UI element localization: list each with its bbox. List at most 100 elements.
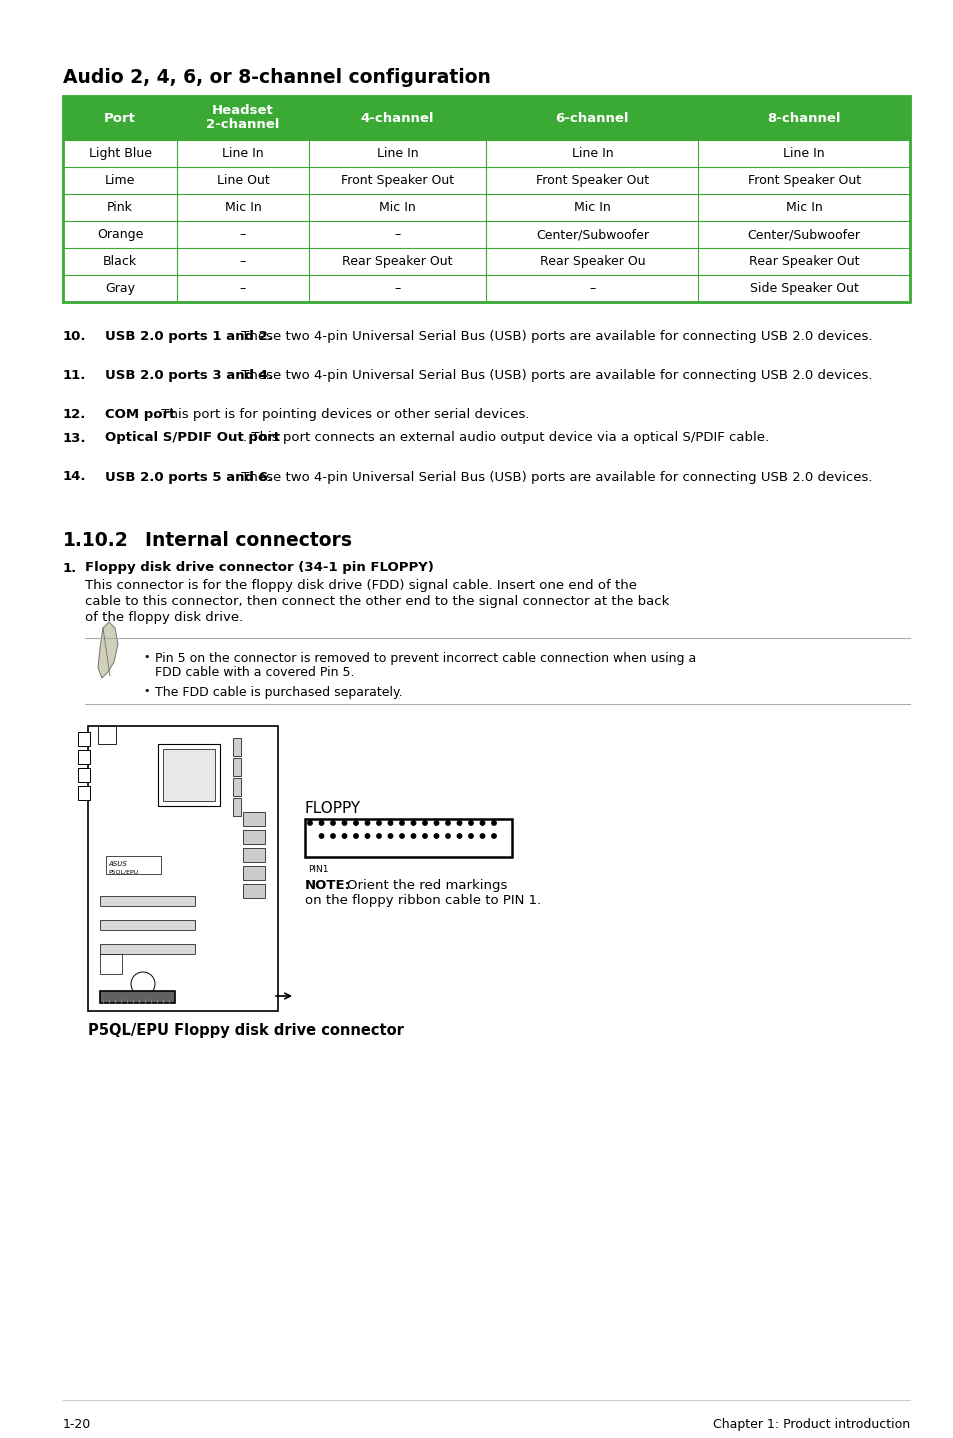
Circle shape [376,821,381,825]
Text: Mic In: Mic In [785,201,821,214]
Circle shape [479,834,484,838]
Bar [100,991,174,1002]
Text: 8-channel: 8-channel [766,112,840,125]
Polygon shape [98,623,118,677]
Text: Line In: Line In [222,147,264,160]
Text: FDD cable with a covered Pin 5.: FDD cable with a covered Pin 5. [154,666,355,679]
Text: COM port: COM port [105,408,175,421]
Text: Line In: Line In [376,147,418,160]
Text: Floppy disk drive connector (34-1 pin FLOPPY): Floppy disk drive connector (34-1 pin FL… [85,561,434,575]
Circle shape [365,821,370,825]
Bar [233,758,241,777]
Text: Audio 2, 4, 6, or 8-channel configuration: Audio 2, 4, 6, or 8-channel configuratio… [63,68,491,88]
Text: –: – [239,282,246,295]
Text: P5QL/EPU Floppy disk drive connector: P5QL/EPU Floppy disk drive connector [88,1022,403,1038]
Circle shape [479,821,484,825]
Text: Side Speaker Out: Side Speaker Out [749,282,858,295]
Text: Pin 5 on the connector is removed to prevent incorrect cable connection when usi: Pin 5 on the connector is removed to pre… [154,651,696,664]
Bar [243,812,265,825]
Bar [305,820,512,857]
Bar [163,749,214,801]
Text: Mic In: Mic In [574,201,610,214]
Circle shape [434,821,438,825]
Text: –: – [394,229,400,242]
Text: Pink: Pink [107,201,133,214]
Text: •: • [143,686,150,696]
Text: Rear Speaker Ou: Rear Speaker Ou [539,255,644,267]
Circle shape [319,821,323,825]
Bar [243,848,265,861]
Text: Front Speaker Out: Front Speaker Out [536,174,648,187]
Circle shape [492,821,496,825]
Text: Front Speaker Out: Front Speaker Out [747,174,860,187]
Circle shape [365,834,370,838]
Text: –: – [239,255,246,267]
Bar [100,920,194,930]
Text: Internal connectors: Internal connectors [145,532,352,551]
Text: Chapter 1: Product introduction: Chapter 1: Product introduction [712,1418,909,1431]
Bar [78,787,90,800]
Circle shape [492,834,496,838]
Text: Black: Black [103,255,137,267]
Text: 10.: 10. [63,329,87,344]
Text: . This port is for pointing devices or other serial devices.: . This port is for pointing devices or o… [152,408,529,421]
Circle shape [131,972,154,997]
Text: 6-channel: 6-channel [555,112,628,125]
Text: Lime: Lime [105,174,135,187]
Circle shape [354,834,357,838]
Circle shape [411,821,416,825]
Text: on the floppy ribbon cable to PIN 1.: on the floppy ribbon cable to PIN 1. [305,894,540,907]
Text: –: – [589,282,595,295]
Bar [233,778,241,797]
Bar [100,943,194,953]
Text: . This port connects an external audio output device via a optical S/PDIF cable.: . This port connects an external audio o… [243,431,768,444]
Text: Port: Port [104,112,136,125]
Circle shape [388,821,393,825]
Circle shape [331,821,335,825]
Circle shape [411,834,416,838]
Text: cable to this connector, then connect the other end to the signal connector at t: cable to this connector, then connect th… [85,595,669,608]
Bar [243,830,265,844]
Circle shape [376,834,381,838]
Circle shape [399,834,404,838]
Circle shape [456,821,461,825]
Bar [88,726,277,1011]
Circle shape [331,834,335,838]
Text: PIN1: PIN1 [308,866,328,874]
Circle shape [388,834,393,838]
Text: Rear Speaker Out: Rear Speaker Out [748,255,859,267]
Bar [158,743,220,807]
Text: Mic In: Mic In [224,201,261,214]
Circle shape [445,834,450,838]
Circle shape [342,834,346,838]
Circle shape [422,834,427,838]
Text: Line Out: Line Out [216,174,269,187]
Text: 13.: 13. [63,431,87,444]
Text: Line In: Line In [782,147,824,160]
Bar [243,884,265,897]
Text: of the floppy disk drive.: of the floppy disk drive. [85,611,243,624]
Text: 11.: 11. [63,370,87,383]
Text: These two 4-pin Universal Serial Bus (USB) ports are available for connecting US: These two 4-pin Universal Serial Bus (US… [236,470,872,483]
Text: USB 2.0 ports 1 and 2.: USB 2.0 ports 1 and 2. [105,329,273,344]
Text: These two 4-pin Universal Serial Bus (USB) ports are available for connecting US: These two 4-pin Universal Serial Bus (US… [236,329,872,344]
Bar [100,953,122,974]
Text: USB 2.0 ports 5 and 6.: USB 2.0 ports 5 and 6. [105,470,273,483]
Bar [233,738,241,756]
Circle shape [468,834,473,838]
Text: Line In: Line In [571,147,613,160]
Text: Gray: Gray [105,282,135,295]
Circle shape [399,821,404,825]
Text: Mic In: Mic In [378,201,416,214]
Bar [243,866,265,880]
Text: 4-channel: 4-channel [360,112,434,125]
Circle shape [342,821,346,825]
Bar [100,896,194,906]
Circle shape [354,821,357,825]
Circle shape [422,821,427,825]
Text: Front Speaker Out: Front Speaker Out [340,174,454,187]
Text: These two 4-pin Universal Serial Bus (USB) ports are available for connecting US: These two 4-pin Universal Serial Bus (US… [236,370,872,383]
Text: Orange: Orange [97,229,143,242]
Text: Center/Subwoofer: Center/Subwoofer [536,229,648,242]
Text: The FDD cable is purchased separately.: The FDD cable is purchased separately. [154,686,402,699]
